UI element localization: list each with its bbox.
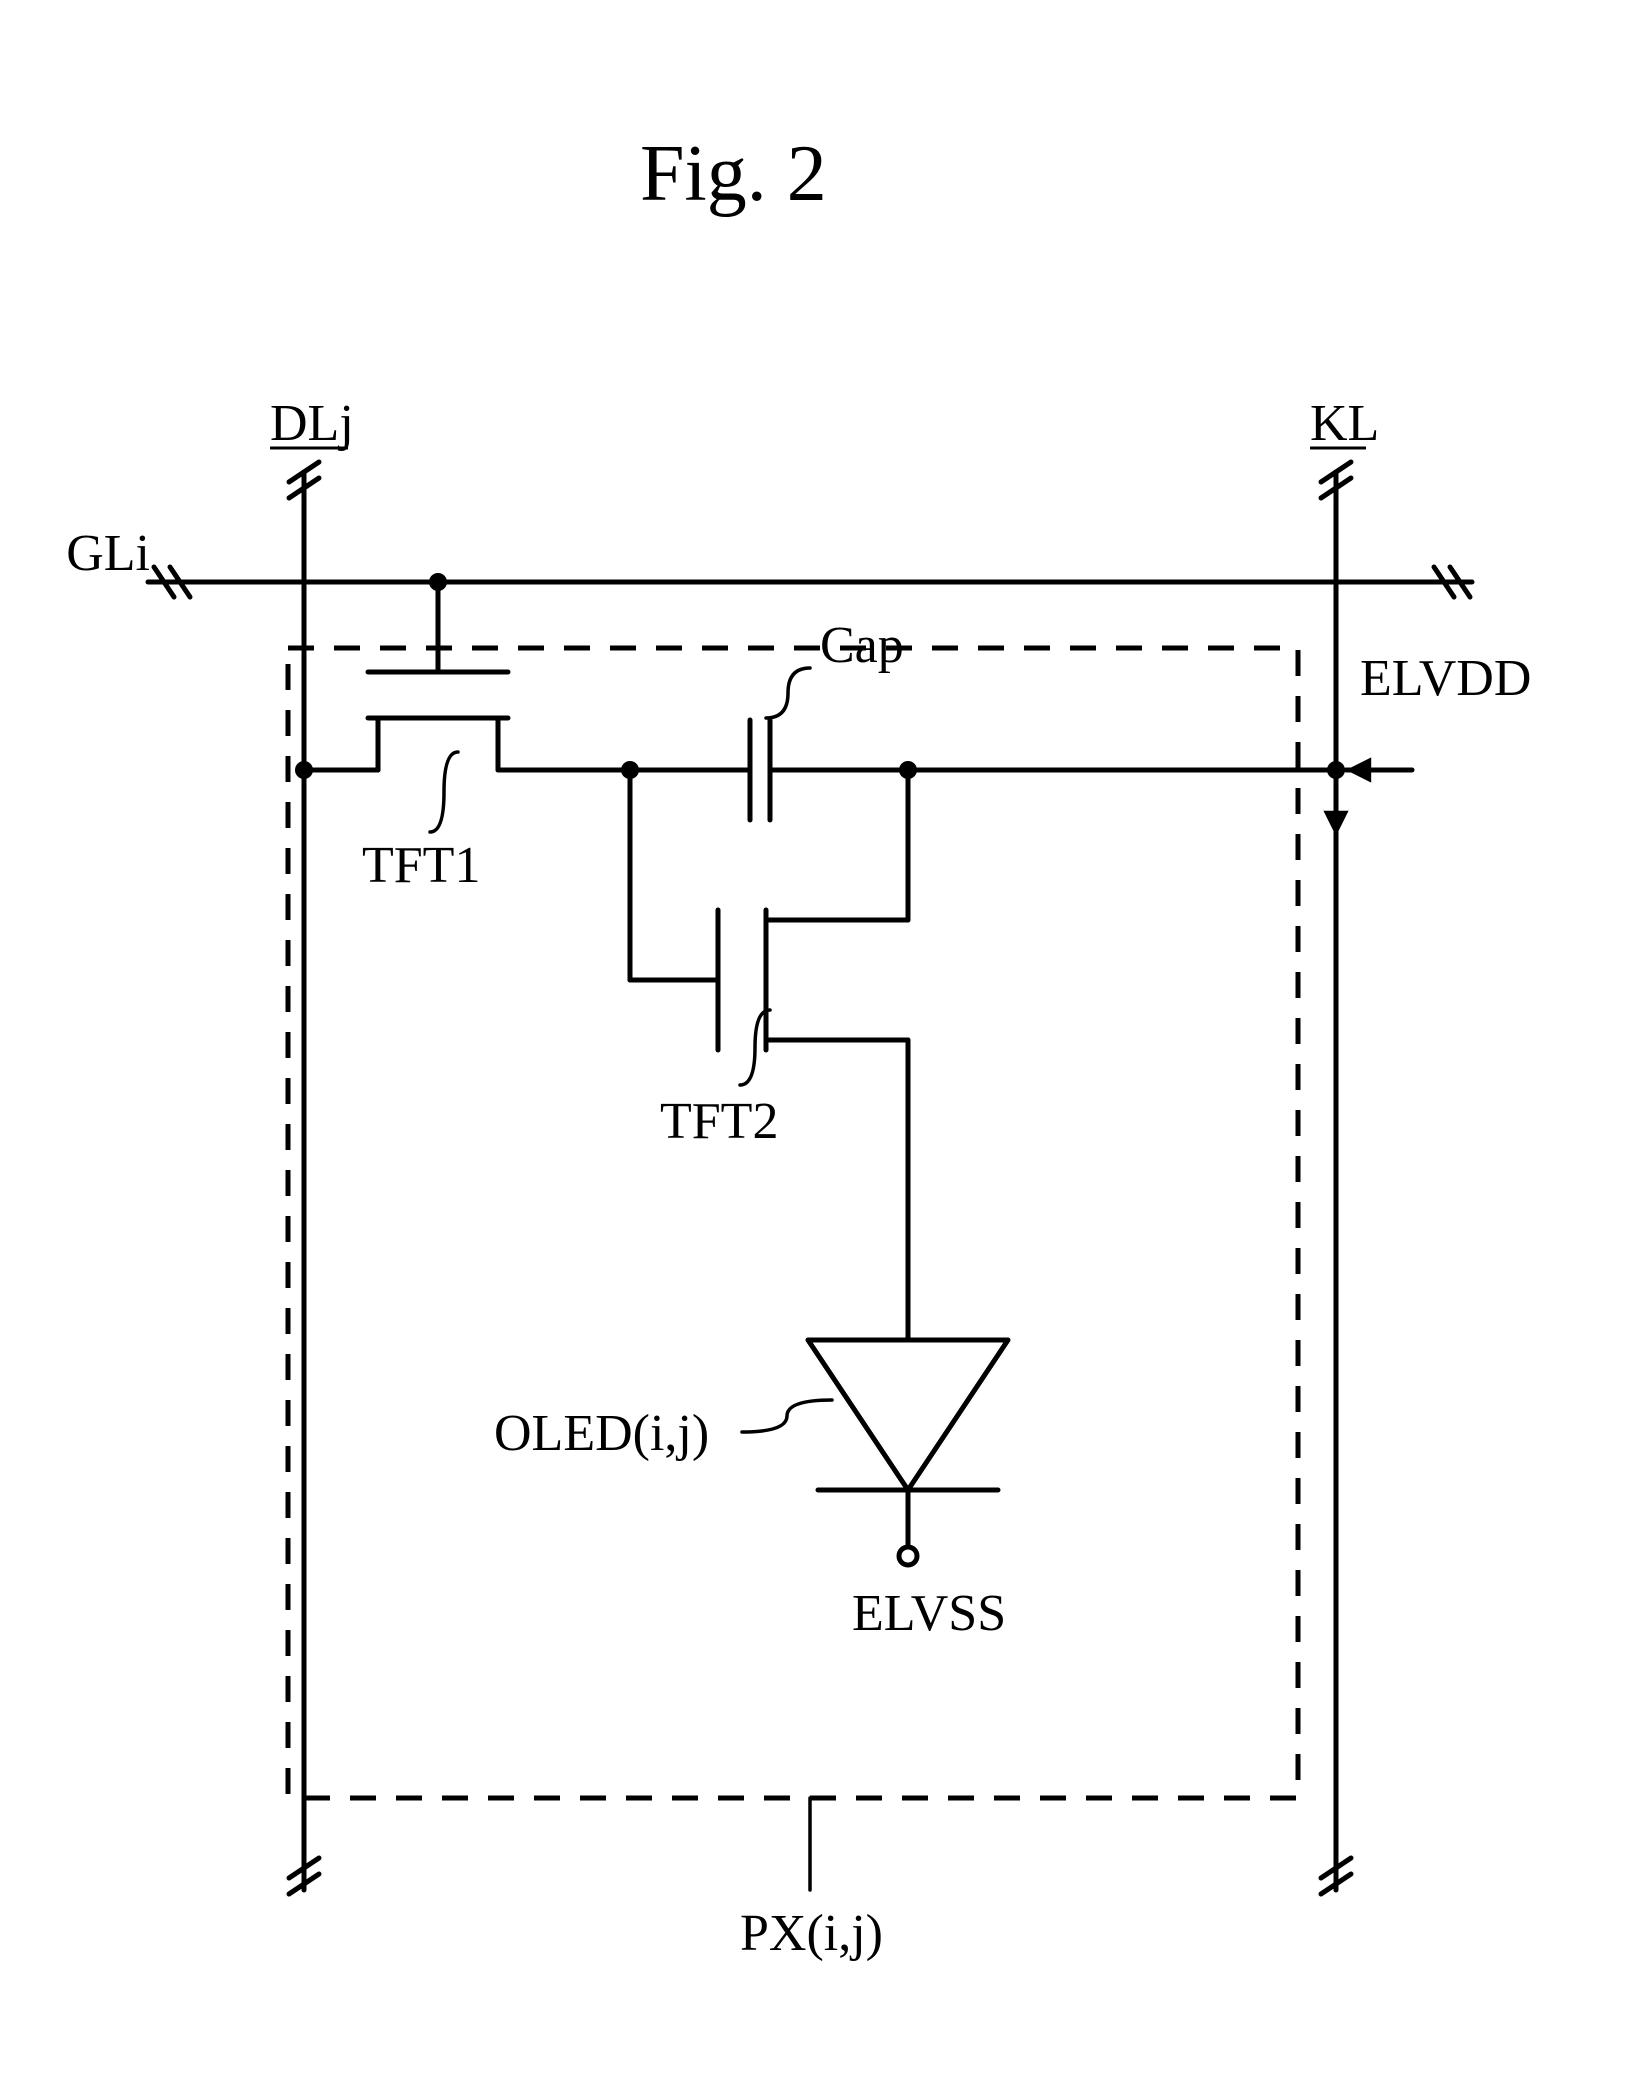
label-tft1: TFT1 [362,837,480,894]
label-tft2: TFT2 [660,1093,778,1150]
elvss-terminal [899,1547,917,1565]
label-elvdd: ELVDD [1360,650,1531,707]
label-oled: OLED(i,j) [494,1405,709,1462]
circuit-diagram: Fig. 2 DLj KL GLi ELVDD Cap TFT1 TFT2 OLED(i,j) E… [0,0,1635,2089]
label-gli: GLi [66,525,150,582]
figure-title: Fig. 2 [640,130,827,218]
label-cap: Cap [820,617,904,674]
label-dlj: DLj [270,395,354,452]
label-px: PX(i,j) [740,1905,883,1962]
label-elvss: ELVSS [852,1585,1006,1642]
label-kl: KL [1310,395,1379,452]
